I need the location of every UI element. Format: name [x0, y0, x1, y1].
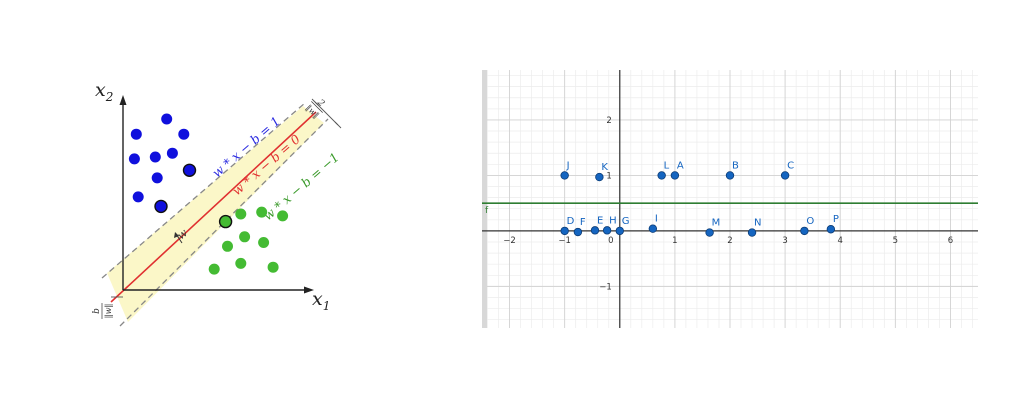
margin-width-tick-top — [311, 98, 319, 106]
graph-point-o[interactable] — [800, 226, 809, 236]
x1-axis-label: x1 — [312, 288, 330, 313]
graph-point-l[interactable] — [657, 171, 666, 180]
positive-sample-point — [128, 153, 140, 165]
graph-point-m[interactable] — [705, 228, 714, 237]
margin-width-dimension — [314, 101, 339, 126]
svg-text:2: 2 — [314, 97, 326, 109]
positive-sample-point — [166, 147, 178, 159]
x-tick-label: 6 — [948, 236, 953, 246]
margin-band — [107, 106, 324, 322]
data-points — [128, 113, 289, 275]
graph-point-label: N — [754, 218, 761, 229]
graph-point-d[interactable] — [560, 226, 569, 236]
x-tick-label: 2 — [727, 236, 732, 246]
graph-point-c[interactable] — [780, 171, 790, 180]
x2-axis-label: x2 — [95, 79, 113, 104]
graph-point-label: O — [806, 216, 814, 227]
margin-width-tick-bottom — [334, 121, 342, 129]
x-tick-label: 3 — [782, 236, 787, 246]
tick-labels: −2 −1 0 1 2 3 4 5 6 2 1 −1 — [503, 116, 953, 292]
x-tick-label: −1 — [558, 236, 571, 246]
graph-points[interactable]: J K L A B C D F E H G I M N O P — [560, 160, 839, 237]
graph-point-label: G — [622, 216, 630, 227]
x-tick-label: 4 — [838, 236, 843, 246]
negative-sample-point — [222, 240, 233, 252]
w-vector-arrowhead — [174, 232, 179, 238]
positive-sample-point — [149, 151, 161, 163]
graph-point-label: I — [655, 214, 658, 225]
positive-sample-point — [132, 191, 144, 203]
graph-point-b[interactable] — [725, 171, 735, 180]
graph-point-g[interactable] — [615, 226, 624, 236]
negative-sample-point — [235, 257, 247, 269]
negative-sample-point — [208, 263, 220, 275]
graph-point-label: P — [833, 214, 839, 225]
graph-point-p[interactable] — [826, 225, 836, 234]
graph-point-label: L — [664, 160, 670, 171]
graph-point-label: K — [601, 162, 608, 173]
x-tick-label: 0 — [608, 236, 613, 246]
x-tick-label: −2 — [503, 236, 516, 246]
graph-svg[interactable]: −2 −1 0 1 2 3 4 5 6 2 1 −1 f J K L A B C D F E H G I M N O P — [482, 70, 978, 328]
graph-point-label: B — [732, 160, 739, 171]
y-tick-label: 1 — [606, 171, 611, 181]
decision-boundary-line — [110, 111, 317, 303]
negative-sample-point — [239, 231, 251, 243]
svm-diagram: x2 x1 w w * x − b = 1 w * x − b = 0 w * … — [80, 75, 360, 335]
positive-sample-point — [151, 172, 163, 184]
support-vector-positive — [182, 163, 197, 178]
positive-sample-point — [130, 128, 142, 140]
graph-point-k[interactable] — [595, 172, 604, 182]
graph-point-label: F — [580, 217, 586, 228]
svg-text:‖w‖: ‖w‖ — [104, 304, 113, 319]
line-f[interactable]: f — [482, 202, 978, 216]
svm-svg: x2 x1 w w * x − b = 1 w * x − b = 0 w * … — [92, 79, 342, 327]
graph-point-f[interactable] — [573, 227, 583, 237]
line-f-label: f — [485, 206, 489, 216]
bias-fraction: b ‖w‖ — [92, 303, 113, 319]
graph-point-label: J — [566, 160, 570, 171]
x2-axis-arrow — [119, 95, 127, 105]
negative-margin-line — [119, 118, 329, 327]
graph-point-e[interactable] — [590, 226, 600, 235]
positive-sample-point — [178, 128, 190, 140]
negative-sample-point — [267, 261, 279, 273]
graph-point-label: M — [712, 218, 721, 229]
graph-point-label: C — [787, 160, 794, 171]
graph-point-label: D — [567, 216, 575, 227]
y-tick-label: −1 — [599, 282, 612, 292]
negative-sample-point — [256, 206, 268, 218]
negative-sample-point — [235, 208, 247, 220]
left-scroll-edge — [482, 70, 487, 328]
positive-sample-point — [161, 113, 173, 125]
graph-point-a[interactable] — [670, 171, 680, 180]
negative-sample-point — [258, 237, 270, 248]
negative-sample-point — [277, 210, 289, 222]
svg-text:b: b — [92, 308, 102, 314]
support-vector-negative — [218, 214, 233, 229]
graph-point-label: E — [597, 215, 603, 226]
x-tick-label: 5 — [893, 236, 898, 246]
graph-point-j[interactable] — [560, 171, 569, 180]
y-tick-label: 2 — [606, 116, 611, 126]
x1-axis-arrow — [304, 286, 314, 294]
graph-point-i[interactable] — [648, 224, 658, 233]
support-vector-positive — [154, 199, 168, 214]
graph-point-label: A — [677, 160, 684, 171]
graph-point-n[interactable] — [747, 228, 757, 237]
graph-point-h[interactable] — [602, 226, 612, 235]
x-tick-label: 1 — [672, 236, 677, 246]
positive-margin-line — [101, 102, 306, 279]
graph-point-label: H — [609, 215, 617, 226]
